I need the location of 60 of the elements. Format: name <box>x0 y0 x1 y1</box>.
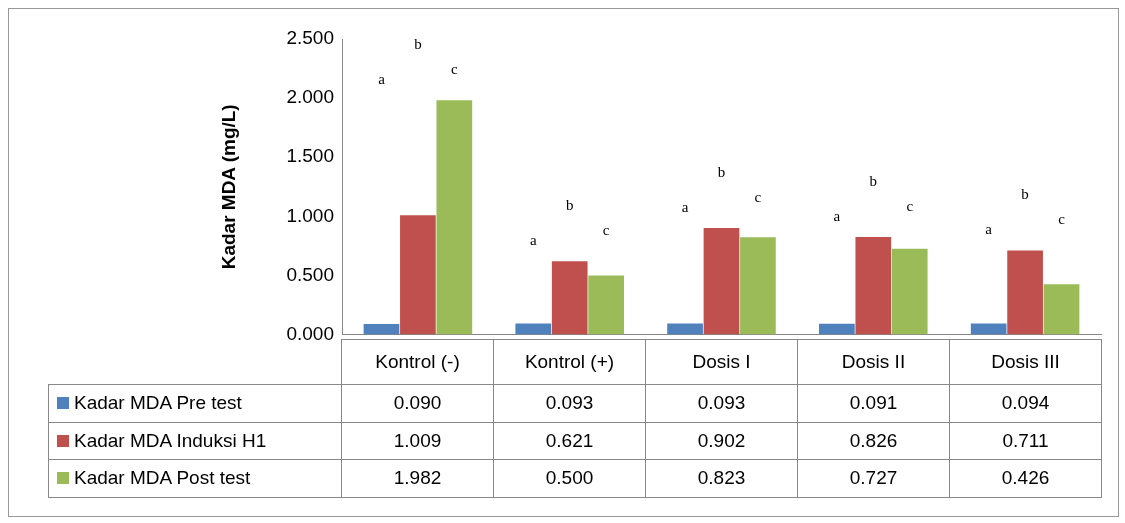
bar <box>551 261 588 335</box>
bar <box>1043 284 1080 335</box>
data-label: 0.621 <box>493 421 646 460</box>
annotation: a <box>833 207 841 224</box>
data-label: 0.091 <box>797 384 950 423</box>
data-label: 1.009 <box>341 421 494 460</box>
annotation: c <box>1058 211 1066 228</box>
y-tick-label: 1.500 <box>286 145 334 167</box>
y-tick-label: 2.500 <box>286 27 334 49</box>
annotation: b <box>1021 186 1029 203</box>
y-tick-label: 1.000 <box>286 204 334 226</box>
x-tick-label: Dosis II <box>797 339 950 385</box>
bar <box>363 323 400 335</box>
x-tick-label: Dosis I <box>645 339 798 385</box>
bar <box>1007 250 1043 335</box>
annotation: c <box>602 222 610 239</box>
annotation: a <box>681 198 689 215</box>
annotation: a <box>985 221 993 238</box>
y-tick-label: 0.000 <box>286 322 334 344</box>
y-axis-title: Kadar MDA (mg/L) <box>217 104 239 270</box>
legend-label: Kadar MDA Induksi H1 <box>74 429 267 452</box>
bar <box>667 323 703 335</box>
x-tick-label: Kontrol (-) <box>341 339 494 385</box>
annotation: c <box>754 188 762 205</box>
y-tick-label: 2.000 <box>286 86 334 108</box>
bar <box>891 248 928 335</box>
data-label: 0.094 <box>949 384 1102 423</box>
annotation: b <box>717 163 726 180</box>
legend-label: Kadar MDA Pre test <box>74 392 242 415</box>
data-label: 0.093 <box>645 384 798 423</box>
annotation: b <box>565 197 574 214</box>
annotation: b <box>869 172 878 189</box>
data-label: 0.090 <box>341 384 494 423</box>
bar <box>588 275 624 335</box>
data-label: 1.982 <box>341 459 494 498</box>
legend-label: Kadar MDA Post test <box>74 467 251 490</box>
annotation: c <box>906 197 914 214</box>
data-label: 0.727 <box>797 459 950 498</box>
x-tick-label: Dosis III <box>949 339 1102 385</box>
data-label: 0.426 <box>949 459 1102 498</box>
annotation: a <box>378 71 386 88</box>
bar <box>515 323 552 335</box>
data-label: 0.711 <box>949 421 1102 460</box>
data-label: 0.093 <box>493 384 646 423</box>
data-label: 0.902 <box>645 421 798 460</box>
bar <box>855 236 892 335</box>
bar <box>819 323 855 335</box>
bar <box>703 227 740 335</box>
annotation: c <box>451 61 458 78</box>
bar <box>740 237 776 335</box>
x-tick-label: Kontrol (+) <box>493 339 646 385</box>
bar <box>970 323 1007 335</box>
data-label: 0.500 <box>493 459 646 498</box>
bar <box>436 100 473 335</box>
data-label: 0.826 <box>797 421 950 460</box>
data-label: 0.823 <box>645 459 798 498</box>
bar <box>400 215 436 335</box>
annotation: a <box>529 232 537 249</box>
y-tick-label: 0.500 <box>286 263 334 285</box>
annotation: b <box>414 36 422 53</box>
